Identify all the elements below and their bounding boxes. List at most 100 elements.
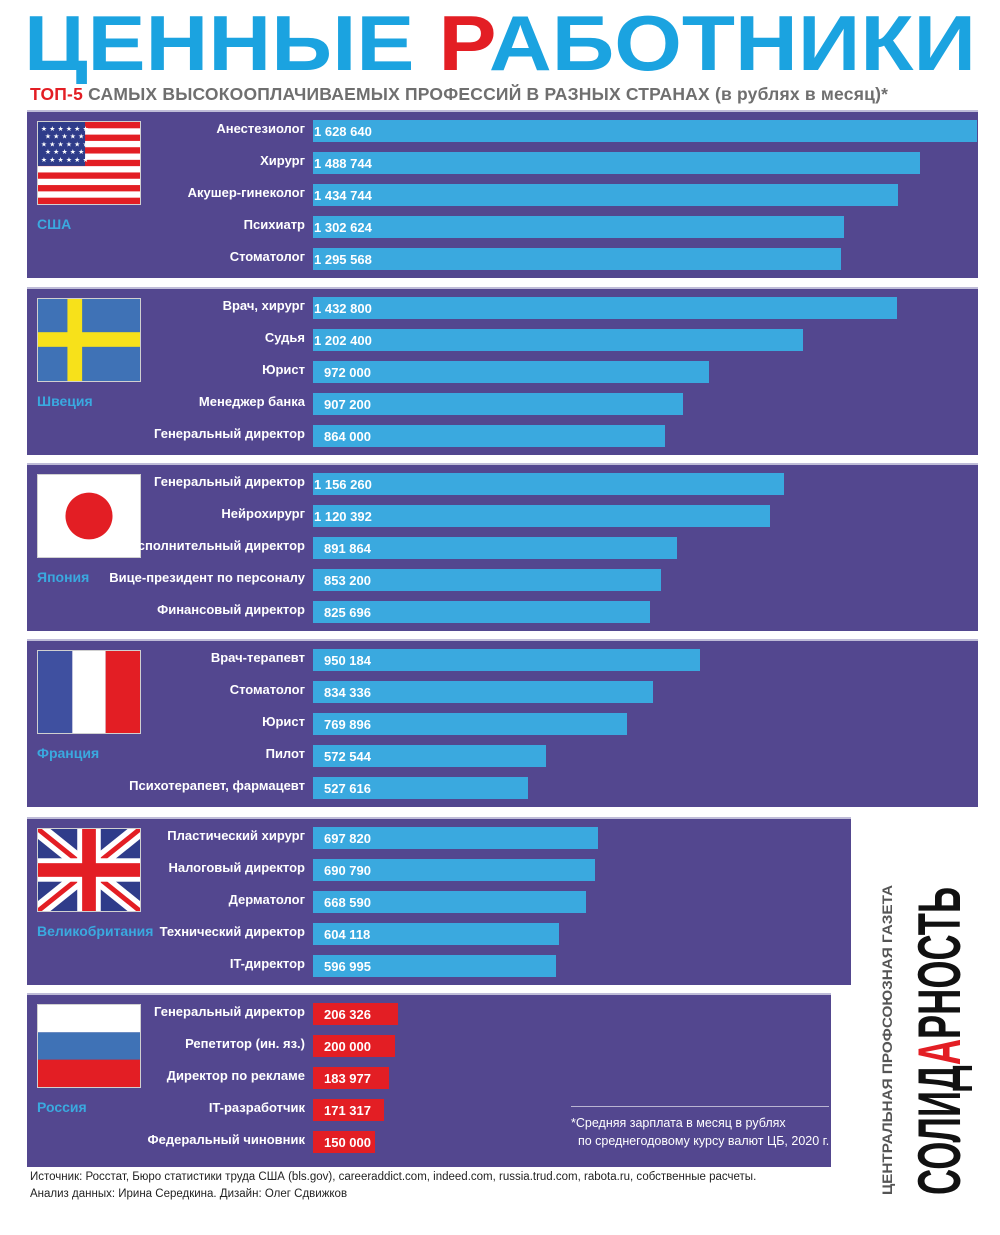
title-ruble-letter: Р — [439, 0, 495, 84]
salary-bar: 668 590 — [313, 891, 586, 913]
profession-label: Нейрохирург — [221, 506, 305, 521]
salary-bar: 697 820 — [313, 827, 598, 849]
salary-bar: 690 790 — [313, 859, 595, 881]
salary-value: 950 184 — [324, 653, 371, 668]
salary-value: 183 977 — [324, 1071, 371, 1086]
salary-value: 200 000 — [324, 1039, 371, 1054]
salary-value: 1 488 744 — [314, 156, 372, 171]
usa-flag-icon: ★ ★ ★ ★ ★ ★ ★ ★ ★ ★ ★ ★ ★ ★ ★ ★ ★ ★ ★ ★ ★ … — [37, 121, 141, 205]
subtitle-lead: ТОП-5 — [30, 84, 84, 104]
russia-flag-icon — [37, 1004, 141, 1088]
salary-value: 572 544 — [324, 749, 371, 764]
profession-label: Юрист — [262, 362, 305, 377]
footnote: *Средняя зарплата в месяц в рублях по ср… — [571, 1114, 829, 1150]
salary-bar: 769 896 — [313, 713, 627, 735]
profession-label: Хирург — [260, 153, 305, 168]
solidarnost-logo: ЦЕНТРАЛЬНАЯ ПРОФСОЮЗНАЯ ГАЗЕТА СОЛИДАРНО… — [880, 885, 972, 1195]
profession-label: Психиатр — [243, 217, 305, 232]
profession-label: Стоматолог — [229, 682, 305, 697]
salary-value: 1 628 640 — [314, 124, 372, 139]
profession-label: Исполнительный директор — [128, 538, 305, 553]
profession-label: IT-директор — [229, 956, 305, 971]
page-title: ЦЕННЫЕ РАБОТНИКИ — [24, 0, 976, 84]
profession-label: Акушер-гинеколог — [187, 185, 305, 200]
salary-bar: 1 434 744 — [313, 184, 898, 206]
salary-value: 972 000 — [324, 365, 371, 380]
profession-label: Пилот — [265, 746, 305, 761]
uk-flag-icon — [37, 828, 141, 912]
salary-bar: 834 336 — [313, 681, 653, 703]
svg-text:★ ★ ★ ★ ★ ★: ★ ★ ★ ★ ★ ★ — [41, 125, 89, 133]
svg-text:★ ★ ★ ★ ★: ★ ★ ★ ★ ★ — [45, 133, 84, 141]
salary-value: 769 896 — [324, 717, 371, 732]
salary-value: 150 000 — [324, 1135, 371, 1150]
subtitle-rest: САМЫХ ВЫСОКООПЛАЧИВАЕМЫХ ПРОФЕССИЙ В РАЗ… — [83, 84, 889, 104]
salary-value: 825 696 — [324, 605, 371, 620]
salary-value: 864 000 — [324, 429, 371, 444]
salary-bar: 1 628 640 — [313, 120, 977, 142]
credits-note: Анализ данных: Ирина Середкина. Дизайн: … — [30, 1188, 348, 1200]
country-label: Япония — [37, 569, 90, 585]
salary-bar: 972 000 — [313, 361, 709, 383]
salary-bar: 527 616 — [313, 777, 528, 799]
title-part1: ЦЕННЫЕ — [24, 0, 439, 84]
profession-label: Налоговый директор — [168, 860, 305, 875]
profession-label: IT-разработчик — [208, 1100, 305, 1115]
salary-value: 1 156 260 — [314, 477, 372, 492]
salary-value: 907 200 — [324, 397, 371, 412]
profession-label: Вице-президент по персоналу — [109, 570, 305, 585]
salary-bar: 150 000 — [313, 1131, 375, 1153]
salary-bar: 950 184 — [313, 649, 700, 671]
salary-value: 697 820 — [324, 831, 371, 846]
profession-label: Менеджер банка — [198, 394, 305, 409]
country-label: Франция — [37, 745, 100, 761]
salary-bar: 1 156 260 — [313, 473, 784, 495]
profession-label: Врач, хирург — [222, 298, 305, 313]
svg-text:★ ★ ★ ★ ★ ★: ★ ★ ★ ★ ★ ★ — [41, 140, 89, 148]
profession-label: Психотерапевт, фармацевт — [129, 778, 305, 793]
salary-value: 1 120 392 — [314, 509, 372, 524]
profession-label: Технический директор — [159, 924, 305, 939]
france-flag-icon — [37, 650, 141, 734]
salary-bar: 596 995 — [313, 955, 556, 977]
salary-value: 834 336 — [324, 685, 371, 700]
salary-value: 596 995 — [324, 959, 371, 974]
profession-label: Дерматолог — [228, 892, 305, 907]
salary-bar: 1 302 624 — [313, 216, 844, 238]
country-label: Великобритания — [37, 923, 154, 939]
country-label: Швеция — [37, 393, 93, 409]
salary-value: 604 118 — [324, 927, 371, 942]
logo-name-part1: СОЛИД — [906, 1065, 972, 1195]
salary-bar: 604 118 — [313, 923, 559, 945]
title-part2: АБОТНИКИ — [489, 0, 976, 84]
salary-bar: 891 864 — [313, 537, 677, 559]
svg-text:★ ★ ★ ★ ★: ★ ★ ★ ★ ★ — [45, 148, 84, 156]
svg-text:★ ★ ★ ★ ★ ★: ★ ★ ★ ★ ★ ★ — [41, 156, 89, 164]
svg-text:СОЛИДАРНОСТЬ: СОЛИДАРНОСТЬ — [906, 887, 972, 1195]
svg-text:ЦЕННЫЕ РАБОТНИКИ: ЦЕННЫЕ РАБОТНИКИ — [24, 0, 976, 84]
logo-name-letter: А — [906, 1039, 972, 1065]
salary-value: 853 200 — [324, 573, 371, 588]
profession-label: Судья — [264, 330, 305, 345]
japan-flag-icon — [37, 474, 141, 558]
footnote-line2: по среднегодовому курсу валют ЦБ, 2020 г… — [577, 1134, 830, 1148]
salary-bar: 853 200 — [313, 569, 661, 591]
profession-label: Генеральный директор — [154, 426, 305, 441]
salary-bar: 864 000 — [313, 425, 665, 447]
profession-label: Репетитор (ин. яз.) — [185, 1036, 305, 1051]
profession-label: Генеральный директор — [154, 474, 305, 489]
profession-label: Генеральный директор — [154, 1004, 305, 1019]
profession-label: Анестезиолог — [216, 121, 305, 136]
salary-bar: 1 432 800 — [313, 297, 897, 319]
salary-value: 1 432 800 — [314, 301, 372, 316]
country-label: США — [37, 216, 72, 232]
salary-bar: 1 202 400 — [313, 329, 803, 351]
profession-label: Стоматолог — [229, 249, 305, 264]
profession-label: Врач-терапевт — [210, 650, 305, 665]
salary-value: 690 790 — [324, 863, 371, 878]
logo-tagline: ЦЕНТРАЛЬНАЯ ПРОФСОЮЗНАЯ ГАЗЕТА — [880, 885, 895, 1195]
footnote-divider — [571, 1106, 829, 1107]
salary-value: 1 434 744 — [314, 188, 372, 203]
salary-bar: 183 977 — [313, 1067, 389, 1089]
salary-value: 1 295 568 — [314, 252, 372, 267]
